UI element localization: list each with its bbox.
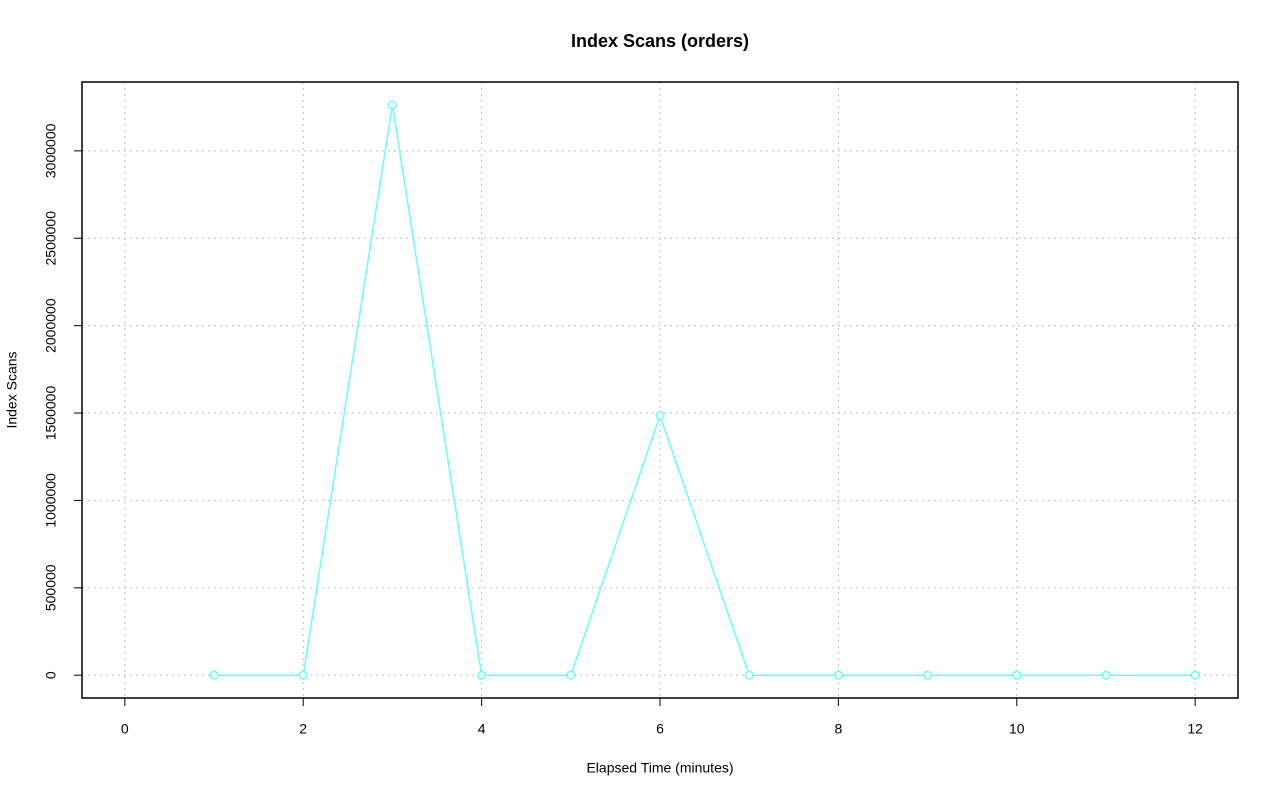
x-tick-label: 2 [299,721,307,737]
x-tick-label: 8 [834,721,842,737]
data-point [655,410,665,421]
y-tick-label: 3000000 [43,123,59,178]
data-point [209,670,219,680]
data-point [566,670,576,680]
y-tick-label: 0 [43,671,59,679]
y-tick-label: 2500000 [43,211,59,266]
data-point [387,100,397,110]
data-point [833,670,843,680]
y-tick-label: 2000000 [43,298,59,353]
data-point [923,670,933,680]
grid [82,82,1238,698]
data-point [1012,670,1022,680]
chart-title: Index Scans (orders) [571,31,749,51]
plot-area [209,100,1200,680]
y-tick-label: 1000000 [43,473,59,528]
x-tick-label: 10 [1009,721,1025,737]
data-point [477,670,487,680]
data-point [1190,670,1200,680]
y-axis-label: Index Scans [4,351,20,428]
y-tick-label: 500000 [43,564,59,611]
y-tick-label: 1500000 [43,386,59,441]
data-line [214,104,1196,676]
x-tick-label: 4 [478,721,486,737]
x-tick-label: 12 [1187,721,1203,737]
x-tick-label: 0 [121,721,129,737]
data-point [744,670,754,680]
data-point [1101,670,1111,680]
x-tick-label: 6 [656,721,664,737]
data-point [298,670,308,680]
x-axis-label: Elapsed Time (minutes) [586,760,733,776]
